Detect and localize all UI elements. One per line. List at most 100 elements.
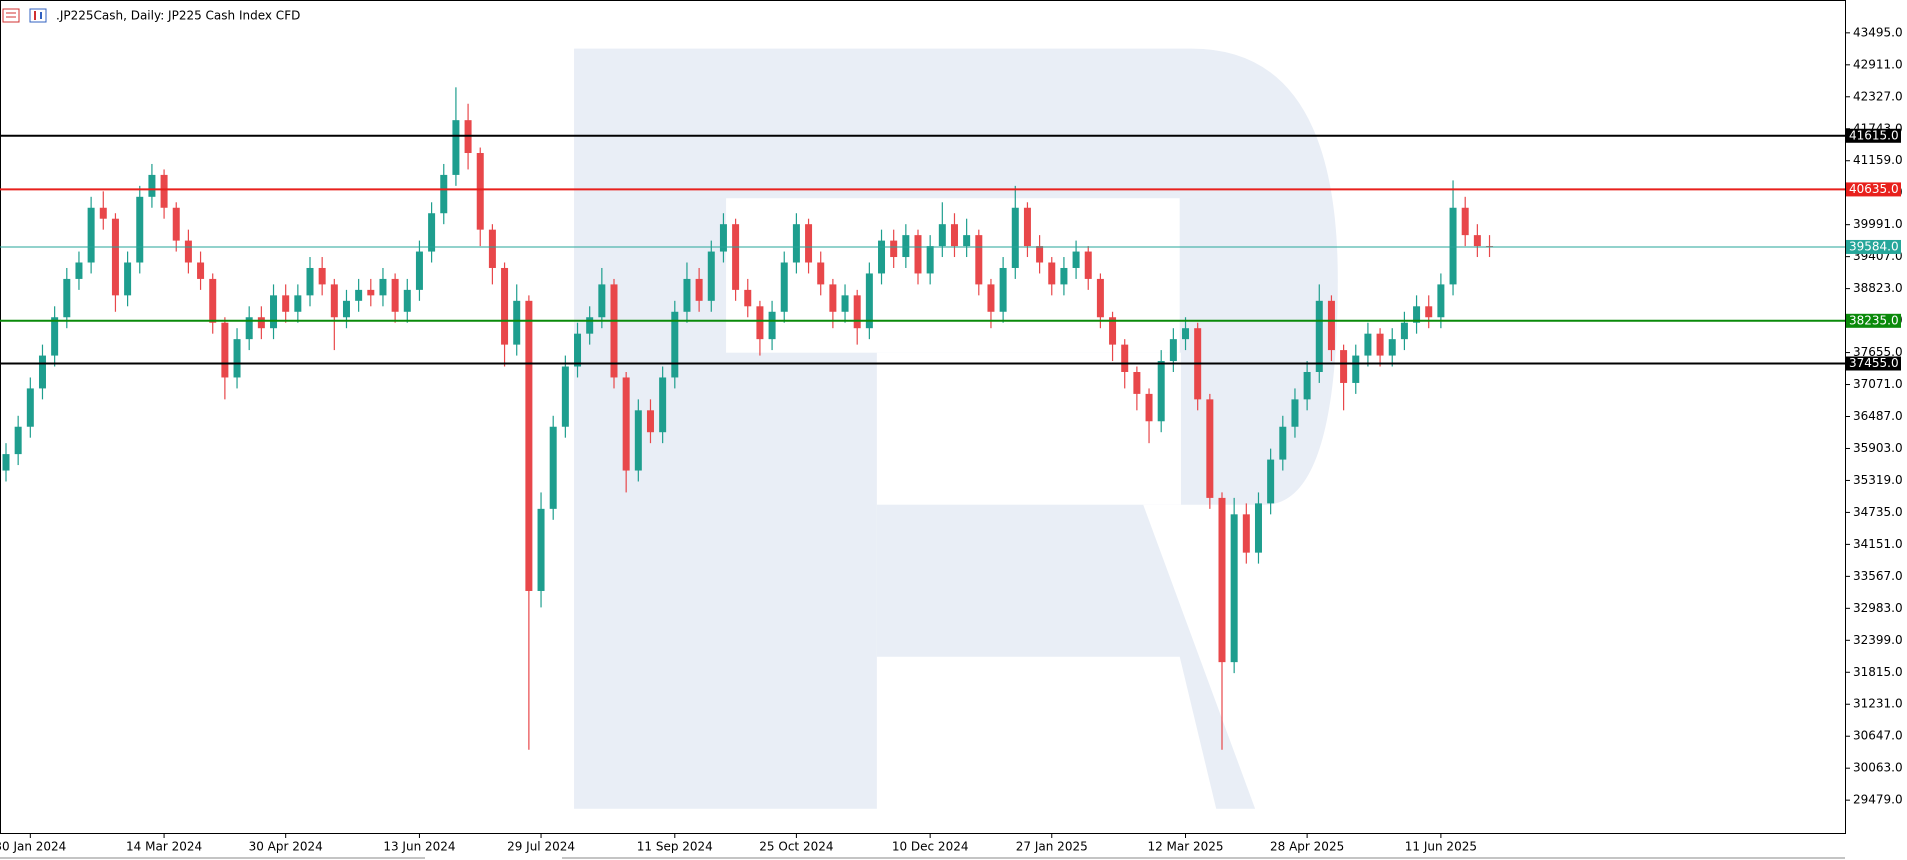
candle-body xyxy=(1023,207,1031,247)
candle-body xyxy=(1145,393,1153,422)
candle-body xyxy=(501,267,509,345)
chart-title: .JP225Cash, Daily: JP225 Cash Index CFD xyxy=(56,9,300,23)
x-tick-label: 30 Apr 2024 xyxy=(249,840,323,854)
x-tick-label: 11 Jun 2025 xyxy=(1405,840,1477,854)
x-tick-label: 29 Jul 2024 xyxy=(507,840,575,854)
candle-body xyxy=(1376,333,1384,356)
candle-body xyxy=(1461,207,1469,236)
candle-body xyxy=(805,224,813,263)
level-label: 40635.0 xyxy=(1849,182,1899,196)
candle-body xyxy=(707,251,715,301)
x-tick-label: 30 Jan 2024 xyxy=(0,840,66,854)
candle-body xyxy=(306,267,314,296)
candle-body xyxy=(270,295,278,329)
candle-body xyxy=(732,224,740,290)
candle-body xyxy=(415,251,423,290)
level-label: 41615.0 xyxy=(1849,128,1899,142)
candle-body xyxy=(1254,503,1262,553)
level-label-box xyxy=(1846,356,1901,371)
candle-body xyxy=(245,317,253,340)
candle-body xyxy=(598,284,606,318)
candle-body xyxy=(914,235,922,274)
candle-body xyxy=(342,300,350,318)
candle-body xyxy=(841,295,849,312)
candle-body xyxy=(1388,339,1396,356)
candle-body xyxy=(561,366,569,427)
candle-body xyxy=(1060,267,1068,285)
candle-body xyxy=(257,317,265,329)
candle-body xyxy=(1279,426,1287,460)
candle-body xyxy=(646,410,654,433)
level-label-box xyxy=(1846,128,1901,143)
candle-body xyxy=(817,262,825,285)
level-label: 37455.0 xyxy=(1849,356,1899,370)
candle-body xyxy=(1048,262,1056,285)
level-label-box xyxy=(1846,313,1901,328)
y-tick-label: 31231.0 xyxy=(1853,697,1903,711)
y-tick-label: 36487.0 xyxy=(1853,409,1903,423)
candle-body xyxy=(318,267,326,285)
x-tick-label: 12 Mar 2025 xyxy=(1147,840,1223,854)
y-tick-label: 32983.0 xyxy=(1853,601,1903,615)
candle-body xyxy=(440,174,448,214)
x-tick-label: 13 Jun 2024 xyxy=(383,840,455,854)
y-tick-label: 38823.0 xyxy=(1853,281,1903,295)
candle-body xyxy=(87,207,95,263)
candle-body xyxy=(1084,251,1092,279)
candle-body xyxy=(926,246,934,274)
candle-body xyxy=(865,273,873,329)
candle-body xyxy=(14,426,22,455)
y-tick-label: 32399.0 xyxy=(1853,633,1903,647)
x-tick-label: 28 Apr 2025 xyxy=(1270,840,1344,854)
candle-body xyxy=(233,339,241,378)
y-tick-label: 30647.0 xyxy=(1853,729,1903,743)
candle-body xyxy=(950,224,958,247)
candle-body xyxy=(1242,514,1250,553)
candle-body xyxy=(294,295,302,312)
candle-body xyxy=(1400,322,1408,340)
y-tick-label: 33567.0 xyxy=(1853,569,1903,583)
watermark xyxy=(574,48,1338,809)
candle-body xyxy=(513,300,521,345)
level-label-box xyxy=(1846,239,1901,254)
candle-body xyxy=(1315,300,1323,372)
level-label: 39584.0 xyxy=(1849,239,1899,253)
y-tick-label: 35319.0 xyxy=(1853,473,1903,487)
title-icons xyxy=(2,8,47,23)
candle-body xyxy=(26,388,34,427)
candle-body xyxy=(184,240,192,263)
level-label-box xyxy=(1846,182,1901,197)
candle-body xyxy=(683,278,691,312)
candle-body xyxy=(719,224,727,252)
candle-body xyxy=(124,262,132,296)
candle-body xyxy=(1352,355,1360,383)
candle-body xyxy=(1364,333,1372,356)
candle-body xyxy=(878,240,886,274)
candle-body xyxy=(428,213,436,252)
candle-body xyxy=(1206,399,1214,498)
y-tick-label: 43495.0 xyxy=(1853,25,1903,39)
x-tick-label: 14 Mar 2024 xyxy=(126,840,202,854)
candle-body xyxy=(452,120,460,175)
candle-body xyxy=(282,295,290,312)
candle-body xyxy=(1425,306,1433,318)
candle-body xyxy=(355,289,363,301)
candle-body xyxy=(987,284,995,312)
candle-body xyxy=(549,426,557,509)
candle-body xyxy=(148,174,156,197)
candle-body xyxy=(488,229,496,268)
y-tick-label: 29479.0 xyxy=(1853,793,1903,807)
candle-body xyxy=(1449,207,1457,285)
candle-body xyxy=(586,317,594,334)
candle-body xyxy=(209,278,217,323)
x-tick-label: 25 Oct 2024 xyxy=(759,840,833,854)
candle-body xyxy=(1413,306,1421,323)
candle-body xyxy=(160,174,168,208)
candle-body xyxy=(999,267,1007,312)
candle-body xyxy=(792,224,800,263)
candle-body xyxy=(574,333,582,367)
candle-body xyxy=(1011,207,1019,268)
candle-body xyxy=(780,262,788,312)
candle-body xyxy=(1133,371,1141,394)
